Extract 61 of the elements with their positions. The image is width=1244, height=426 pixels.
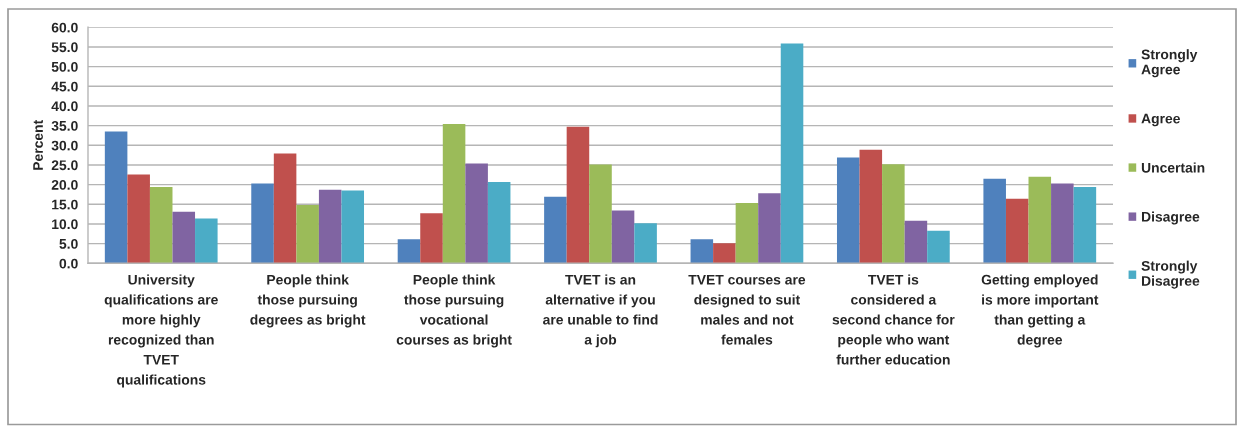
y-tick-label: 60.0 [51, 22, 78, 33]
y-tick-label: 15.0 [52, 199, 78, 210]
x-tick-label: University qualifications are more highly recognized than TVET qualifications [104, 274, 218, 388]
bar [566, 126, 590, 264]
bar [195, 218, 218, 264]
bar [1051, 183, 1074, 264]
bar [904, 220, 928, 264]
bar [251, 183, 274, 264]
bar [442, 124, 466, 264]
bar [713, 243, 736, 264]
bar [127, 174, 150, 264]
bar [397, 239, 421, 264]
y-tick-label: 20.0 [51, 179, 78, 190]
y-axis-title: Percent [33, 119, 43, 170]
y-tick-label: 50.0 [51, 61, 78, 72]
y-tick-label: 0.0 [59, 258, 78, 269]
y-tick-label: 10.0 [52, 219, 78, 230]
bar [589, 164, 612, 264]
bar [927, 230, 950, 264]
y-tick-label: 40.0 [51, 101, 78, 112]
bar [882, 164, 905, 264]
legend-label: Strongly Agree [1141, 49, 1198, 78]
bar [735, 203, 759, 264]
y-tick-label: 25.0 [51, 160, 78, 171]
y-tick-label: 5.0 [59, 238, 78, 249]
x-tick-label: People think those pursuing degrees as bright [250, 274, 366, 328]
bar [341, 190, 365, 264]
bar [780, 43, 804, 264]
bar [544, 196, 567, 264]
bar [634, 223, 657, 264]
bar [465, 163, 488, 264]
bar [690, 239, 714, 264]
legend-label: Strongly Disagree [1141, 260, 1200, 289]
x-tick-label: TVET courses are designed to suit males and not females [688, 274, 806, 345]
bar [172, 211, 196, 264]
legend-label: Uncertain [1141, 162, 1205, 173]
bar [859, 149, 883, 264]
bar [836, 157, 860, 264]
legend-label: Agree [1141, 113, 1180, 127]
bar [149, 186, 173, 264]
y-tick-label: 35.0 [51, 120, 78, 131]
y-tick-label: 45.0 [51, 81, 78, 92]
y-tick-label: 55.0 [51, 42, 78, 53]
bar [1028, 176, 1052, 264]
bar [758, 193, 781, 264]
bar [611, 210, 635, 264]
x-tick-label: TVET is considered a second chance for people who want further education [832, 274, 955, 365]
bar [487, 181, 511, 264]
x-tick-label: Getting employed is more important than getting a degree [981, 274, 1099, 348]
x-tick-label: People think those pursuing vocational courses as bright [396, 274, 512, 348]
x-tick-label: TVET is an alternative if you are unable to find a job [543, 274, 658, 348]
bar [1005, 198, 1029, 264]
bar [420, 213, 443, 264]
legend-label: Disagree [1142, 211, 1200, 225]
bar [318, 189, 342, 264]
bar [104, 131, 128, 264]
bar [296, 205, 319, 264]
bar [273, 153, 297, 264]
bar [983, 178, 1006, 264]
y-tick-label: 30.0 [51, 140, 78, 151]
bar [1073, 186, 1097, 264]
